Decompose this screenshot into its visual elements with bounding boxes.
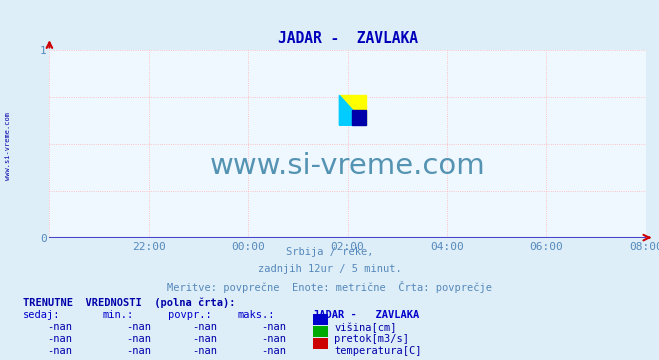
Text: -nan: -nan xyxy=(47,334,72,344)
Text: maks.:: maks.: xyxy=(237,310,275,320)
Text: -nan: -nan xyxy=(47,346,72,356)
Text: višina[cm]: višina[cm] xyxy=(334,322,397,333)
Text: -nan: -nan xyxy=(261,322,286,332)
Text: JADAR -   ZAVLAKA: JADAR - ZAVLAKA xyxy=(313,310,419,320)
Text: -nan: -nan xyxy=(126,334,151,344)
Polygon shape xyxy=(339,95,366,125)
Text: www.si-vreme.com: www.si-vreme.com xyxy=(210,153,486,180)
Text: -nan: -nan xyxy=(47,322,72,332)
Text: -nan: -nan xyxy=(261,346,286,356)
Text: min.:: min.: xyxy=(102,310,133,320)
Text: Meritve: povprečne  Enote: metrične  Črta: povprečje: Meritve: povprečne Enote: metrične Črta:… xyxy=(167,281,492,293)
Text: pretok[m3/s]: pretok[m3/s] xyxy=(334,334,409,344)
Text: Srbija / reke,: Srbija / reke, xyxy=(286,247,373,257)
Text: -nan: -nan xyxy=(192,346,217,356)
Text: sedaj:: sedaj: xyxy=(23,310,61,320)
Text: -nan: -nan xyxy=(261,334,286,344)
Text: www.si-vreme.com: www.si-vreme.com xyxy=(5,112,11,180)
Polygon shape xyxy=(339,95,366,125)
Bar xyxy=(353,110,366,125)
Text: -nan: -nan xyxy=(126,322,151,332)
Text: TRENUTNE  VREDNOSTI  (polna črta):: TRENUTNE VREDNOSTI (polna črta): xyxy=(23,297,235,307)
Title: JADAR -  ZAVLAKA: JADAR - ZAVLAKA xyxy=(277,31,418,46)
Text: -nan: -nan xyxy=(192,334,217,344)
Text: povpr.:: povpr.: xyxy=(168,310,212,320)
Text: -nan: -nan xyxy=(192,322,217,332)
Text: -nan: -nan xyxy=(126,346,151,356)
Text: zadnjih 12ur / 5 minut.: zadnjih 12ur / 5 minut. xyxy=(258,264,401,274)
Text: temperatura[C]: temperatura[C] xyxy=(334,346,422,356)
